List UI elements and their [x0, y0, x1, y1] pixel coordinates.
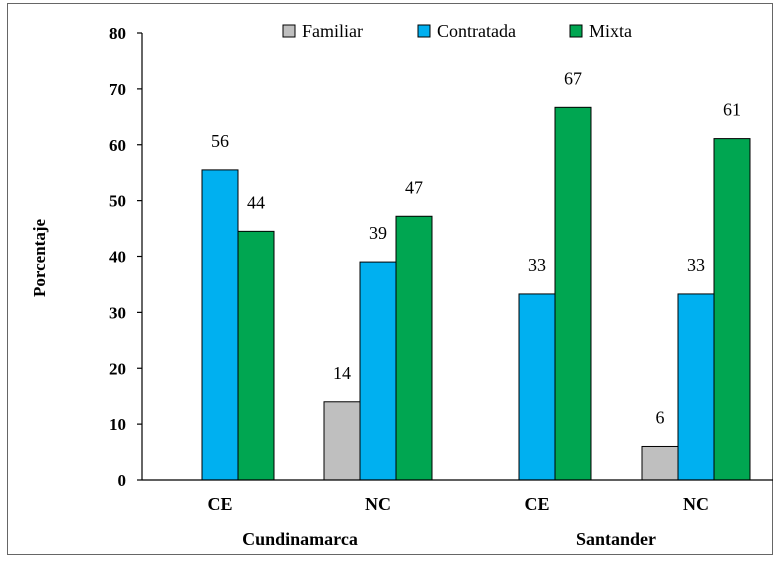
bar-mixta — [554, 106, 592, 481]
bar-mixta — [237, 230, 275, 481]
y-tick-label: 60 — [109, 136, 126, 155]
data-label-familiar: 6 — [656, 407, 665, 427]
x-category-label: CE — [524, 494, 549, 514]
x-group-label: Cundinamarca — [242, 529, 358, 549]
x-axis-categories: CE NC CE NC — [207, 494, 709, 514]
legend-label-familiar: Familiar — [302, 21, 363, 41]
bar-contratada — [677, 293, 715, 481]
y-tick-label: 50 — [109, 192, 126, 211]
bar-mixta — [713, 138, 751, 481]
y-axis-ticks: 0 10 20 30 40 50 60 70 80 — [109, 24, 142, 490]
y-tick-label: 40 — [109, 248, 126, 267]
data-label-mixta: 44 — [247, 192, 265, 212]
legend-label-mixta: Mixta — [589, 21, 632, 41]
y-axis-title: Porcentaje — [30, 219, 49, 297]
data-label-contratada: 56 — [211, 131, 229, 151]
bar-contratada — [518, 293, 556, 481]
x-axis-groups: Cundinamarca Santander — [242, 529, 656, 549]
y-tick-label: 20 — [109, 359, 126, 378]
data-label-contratada: 33 — [528, 255, 546, 275]
x-category-label: CE — [207, 494, 232, 514]
bar-contratada — [359, 261, 397, 481]
data-label-contratada: 33 — [687, 255, 705, 275]
y-tick-label: 0 — [118, 471, 127, 490]
data-label-mixta: 47 — [405, 177, 423, 197]
x-group-label: Santander — [576, 529, 656, 549]
y-tick-label: 30 — [109, 303, 126, 322]
data-label-familiar: 14 — [333, 363, 351, 383]
y-tick-label: 80 — [109, 24, 126, 43]
bar-familiar — [641, 445, 679, 481]
bars — [201, 106, 751, 481]
data-labels: 14 6 56 39 33 33 44 47 67 61 — [211, 68, 741, 427]
bar-contratada — [201, 169, 239, 481]
bar-mixta — [395, 215, 433, 481]
x-category-label: NC — [683, 494, 709, 514]
data-label-mixta: 61 — [723, 100, 741, 120]
legend-swatch-mixta — [569, 24, 583, 38]
x-category-label: NC — [365, 494, 391, 514]
legend-label-contratada: Contratada — [437, 21, 516, 41]
data-label-mixta: 67 — [564, 68, 582, 88]
bar-familiar — [323, 401, 361, 481]
legend-swatch-contratada — [417, 24, 431, 38]
data-label-contratada: 39 — [369, 223, 387, 243]
y-tick-label: 70 — [109, 80, 126, 99]
y-tick-label: 10 — [109, 415, 126, 434]
legend: Familiar Contratada Mixta — [282, 21, 632, 41]
legend-swatch-familiar — [282, 24, 296, 38]
